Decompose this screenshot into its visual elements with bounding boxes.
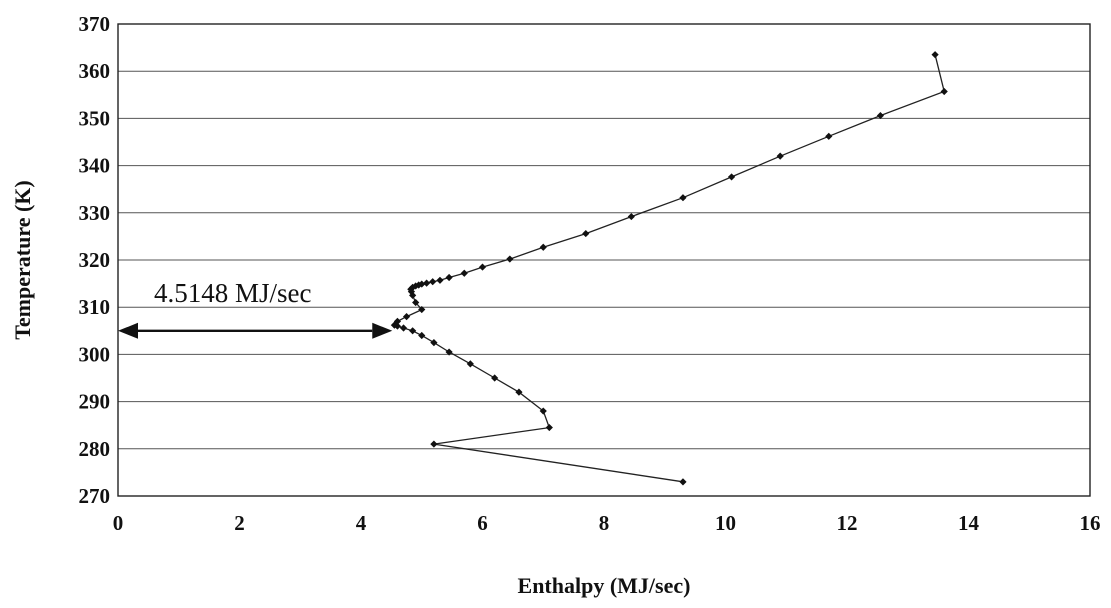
data-point	[931, 51, 939, 59]
data-point	[418, 280, 426, 288]
data-point	[399, 324, 408, 332]
data-point	[491, 374, 499, 382]
x-axis-title: Enthalpy (MJ/sec)	[518, 573, 691, 598]
data-point	[402, 313, 411, 321]
data-point	[430, 339, 438, 347]
x-tick-label: 14	[958, 511, 980, 535]
y-tick-labels: 270 280 290 300 310 320 330 340 350 360 370	[79, 12, 111, 508]
x-tick-label: 4	[356, 511, 367, 535]
x-tick-label: 12	[837, 511, 858, 535]
data-point	[539, 243, 547, 251]
annotation-arrowhead-left	[118, 322, 138, 339]
series	[390, 51, 948, 486]
y-axis-title: Temperature (K)	[10, 180, 35, 339]
data-point	[390, 321, 399, 329]
data-point	[466, 360, 474, 368]
y-tick-label: 310	[79, 295, 111, 319]
y-tick-label: 320	[79, 248, 111, 272]
data-point	[409, 283, 417, 291]
data-point	[545, 423, 553, 432]
annotation: 4.5148 MJ/sec	[118, 278, 393, 339]
data-point	[429, 278, 437, 286]
data-point	[418, 305, 426, 314]
data-point	[539, 407, 547, 415]
y-tick-label: 340	[79, 154, 111, 178]
data-point	[679, 194, 687, 202]
plot-area	[117, 23, 1091, 497]
data-point	[393, 322, 402, 330]
x-tick-label: 2	[234, 511, 245, 535]
data-point	[409, 291, 417, 299]
y-tick-label: 270	[79, 484, 111, 508]
data-point	[412, 298, 420, 307]
data-point	[825, 132, 833, 140]
data-point	[409, 327, 417, 335]
x-tick-label: 16	[1080, 511, 1101, 535]
data-point	[430, 440, 438, 448]
data-point	[478, 263, 487, 271]
x-tick-label: 6	[477, 511, 488, 535]
data-point	[445, 348, 453, 356]
data-point	[776, 152, 784, 160]
x-tick-label: 0	[113, 511, 124, 535]
data-point	[940, 87, 948, 96]
y-tick-label: 300	[79, 342, 111, 366]
y-tick-label: 370	[79, 12, 111, 36]
data-point	[423, 279, 431, 287]
annotation-arrowhead-right	[372, 322, 393, 339]
data-point	[679, 478, 687, 486]
data-point	[460, 269, 468, 277]
y-tick-label: 360	[79, 59, 111, 83]
y-tick-label: 330	[79, 201, 111, 225]
x-tick-label: 8	[599, 511, 610, 535]
data-point	[436, 276, 444, 284]
y-tick-label: 290	[79, 390, 111, 414]
data-point	[876, 111, 885, 120]
y-tick-label: 350	[79, 106, 111, 130]
data-point	[412, 282, 420, 290]
y-tick-label: 280	[79, 437, 111, 461]
data-point	[727, 173, 736, 181]
data-point	[627, 212, 635, 221]
data-point	[515, 388, 523, 396]
data-point	[393, 317, 402, 325]
x-tick-labels: 0 2 4 6 8 10 12 14 16	[113, 511, 1101, 535]
data-point	[445, 273, 453, 282]
data-point	[506, 255, 514, 263]
gridlines	[118, 70, 1090, 450]
data-point	[418, 331, 426, 340]
annotation-label: 4.5148 MJ/sec	[154, 278, 312, 308]
x-tick-label: 10	[715, 511, 736, 535]
data-point	[582, 229, 590, 238]
